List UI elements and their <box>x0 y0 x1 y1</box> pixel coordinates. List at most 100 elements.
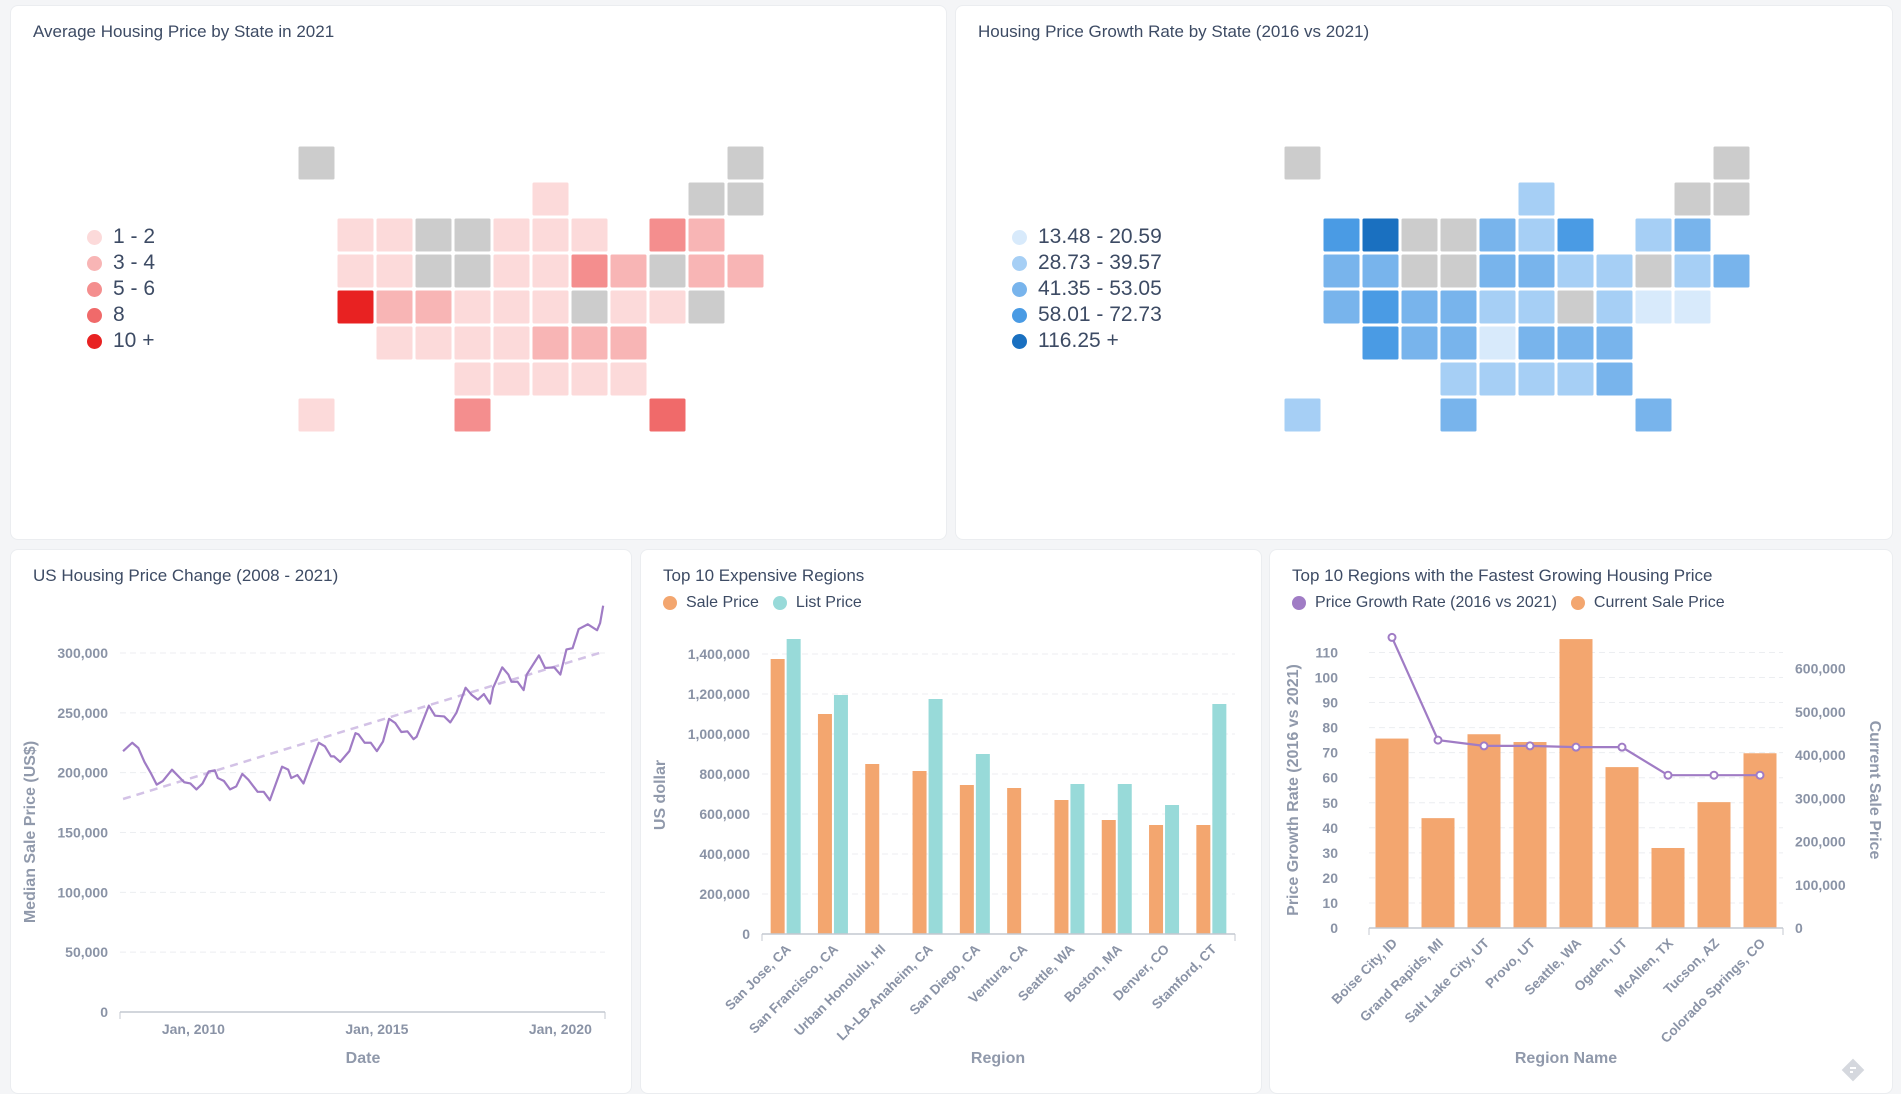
state-sd[interactable] <box>453 253 492 289</box>
state-mn[interactable] <box>492 217 531 253</box>
sale-price-bar[interactable] <box>770 659 785 934</box>
current-sale-price-bar[interactable] <box>1651 847 1685 928</box>
legend-item[interactable]: 13.48 - 20.59 <box>1012 224 1162 250</box>
state-ma[interactable] <box>687 217 726 253</box>
state-ky[interactable] <box>1517 289 1556 325</box>
current-sale-price-bar[interactable] <box>1559 639 1593 928</box>
state-la[interactable] <box>492 361 531 397</box>
legend-item[interactable]: 41.35 - 53.05 <box>1012 276 1162 302</box>
state-oh[interactable] <box>1556 253 1595 289</box>
state-tx[interactable] <box>1439 397 1478 433</box>
sale-price-bar[interactable] <box>1149 825 1164 934</box>
state-ky[interactable] <box>531 289 570 325</box>
state-tx[interactable] <box>453 397 492 433</box>
legend-item[interactable]: 116.25 + <box>1012 328 1162 354</box>
growth-rate-point[interactable] <box>1663 770 1673 780</box>
state-or[interactable] <box>336 253 375 289</box>
state-va[interactable] <box>609 289 648 325</box>
legend-item-current-sale-price[interactable]: Current Sale Price <box>1570 594 1725 612</box>
sale-price-bar[interactable] <box>817 714 832 934</box>
state-mi[interactable] <box>570 217 609 253</box>
list-price-bar[interactable] <box>1070 784 1085 934</box>
state-va[interactable] <box>1595 289 1634 325</box>
state-ks[interactable] <box>453 325 492 361</box>
state-ca[interactable] <box>1322 289 1361 325</box>
state-ne[interactable] <box>1439 289 1478 325</box>
state-me[interactable] <box>1712 146 1751 181</box>
sale-price-bar[interactable] <box>1054 800 1069 934</box>
state-ma[interactable] <box>1673 217 1712 253</box>
state-de[interactable] <box>1673 289 1712 325</box>
state-ca[interactable] <box>336 289 375 325</box>
state-pa[interactable] <box>1595 253 1634 289</box>
state-ok[interactable] <box>453 361 492 397</box>
state-in[interactable] <box>1517 253 1556 289</box>
state-nv[interactable] <box>1361 253 1400 289</box>
legend-item-list-price[interactable]: List Price <box>772 594 862 612</box>
state-ok[interactable] <box>1439 361 1478 397</box>
state-nh[interactable] <box>1712 181 1751 217</box>
state-fl[interactable] <box>648 397 687 433</box>
us-choropleth-map[interactable] <box>298 146 768 438</box>
state-ct[interactable] <box>1673 253 1712 289</box>
state-wy[interactable] <box>1400 253 1439 289</box>
state-nm[interactable] <box>1400 325 1439 361</box>
legend-item[interactable]: 28.73 - 39.57 <box>1012 250 1162 276</box>
state-mo[interactable] <box>492 289 531 325</box>
state-pa[interactable] <box>609 253 648 289</box>
growth-rate-point[interactable] <box>1617 742 1627 752</box>
legend-item-growth-rate[interactable]: Price Growth Rate (2016 vs 2021) <box>1292 594 1557 612</box>
state-nd[interactable] <box>453 217 492 253</box>
state-hi[interactable] <box>298 397 336 433</box>
list-price-bar[interactable] <box>833 695 848 934</box>
state-id[interactable] <box>1361 217 1400 253</box>
state-vt[interactable] <box>687 181 726 217</box>
growth-rate-point[interactable] <box>1479 741 1489 751</box>
state-nj[interactable] <box>648 253 687 289</box>
legend-item[interactable]: 58.01 - 72.73 <box>1012 302 1162 328</box>
current-sale-price-bar[interactable] <box>1375 738 1409 928</box>
state-ak[interactable] <box>298 146 336 181</box>
state-mn[interactable] <box>1478 217 1517 253</box>
state-tn[interactable] <box>531 325 570 361</box>
sale-price-bar[interactable] <box>912 771 927 934</box>
legend-item[interactable]: 8 <box>87 302 155 328</box>
state-ia[interactable] <box>1478 253 1517 289</box>
bar-line-combo-chart[interactable]: 0 10 20 30 40 50 60 70 80 90 100 110 0 100,000 200,000… <box>1270 550 1893 1094</box>
state-ak[interactable] <box>1284 146 1322 181</box>
growth-rate-point[interactable] <box>1433 735 1443 745</box>
growth-rate-point[interactable] <box>1709 770 1719 780</box>
state-sc[interactable] <box>609 325 648 361</box>
state-co[interactable] <box>414 289 453 325</box>
state-sd[interactable] <box>1439 253 1478 289</box>
us-choropleth-map[interactable] <box>1284 146 1754 438</box>
state-al[interactable] <box>1556 361 1595 397</box>
current-sale-price-bar[interactable] <box>1605 767 1639 928</box>
growth-rate-point[interactable] <box>1525 741 1535 751</box>
state-nm[interactable] <box>414 325 453 361</box>
state-mo[interactable] <box>1478 289 1517 325</box>
state-nd[interactable] <box>1439 217 1478 253</box>
legend-item[interactable]: 1 - 2 <box>87 224 155 250</box>
current-sale-price-bar[interactable] <box>1697 802 1731 928</box>
sale-price-bar[interactable] <box>959 785 974 934</box>
state-ny[interactable] <box>648 217 687 253</box>
sale-price-bar[interactable] <box>1196 825 1211 934</box>
current-sale-price-bar[interactable] <box>1421 818 1455 928</box>
list-price-bar[interactable] <box>928 699 943 934</box>
current-sale-price-bar[interactable] <box>1513 742 1547 928</box>
state-fl[interactable] <box>1634 397 1673 433</box>
state-md[interactable] <box>1634 289 1673 325</box>
state-ri[interactable] <box>726 253 765 289</box>
legend-item-sale-price[interactable]: Sale Price <box>663 594 759 612</box>
state-il[interactable] <box>531 217 570 253</box>
state-ne[interactable] <box>453 289 492 325</box>
list-price-bar[interactable] <box>1165 805 1180 934</box>
state-ar[interactable] <box>492 325 531 361</box>
state-hi[interactable] <box>1284 397 1322 433</box>
state-wv[interactable] <box>570 289 609 325</box>
list-price-bar[interactable] <box>975 754 990 934</box>
state-wv[interactable] <box>1556 289 1595 325</box>
state-or[interactable] <box>1322 253 1361 289</box>
state-wi[interactable] <box>1517 181 1556 217</box>
